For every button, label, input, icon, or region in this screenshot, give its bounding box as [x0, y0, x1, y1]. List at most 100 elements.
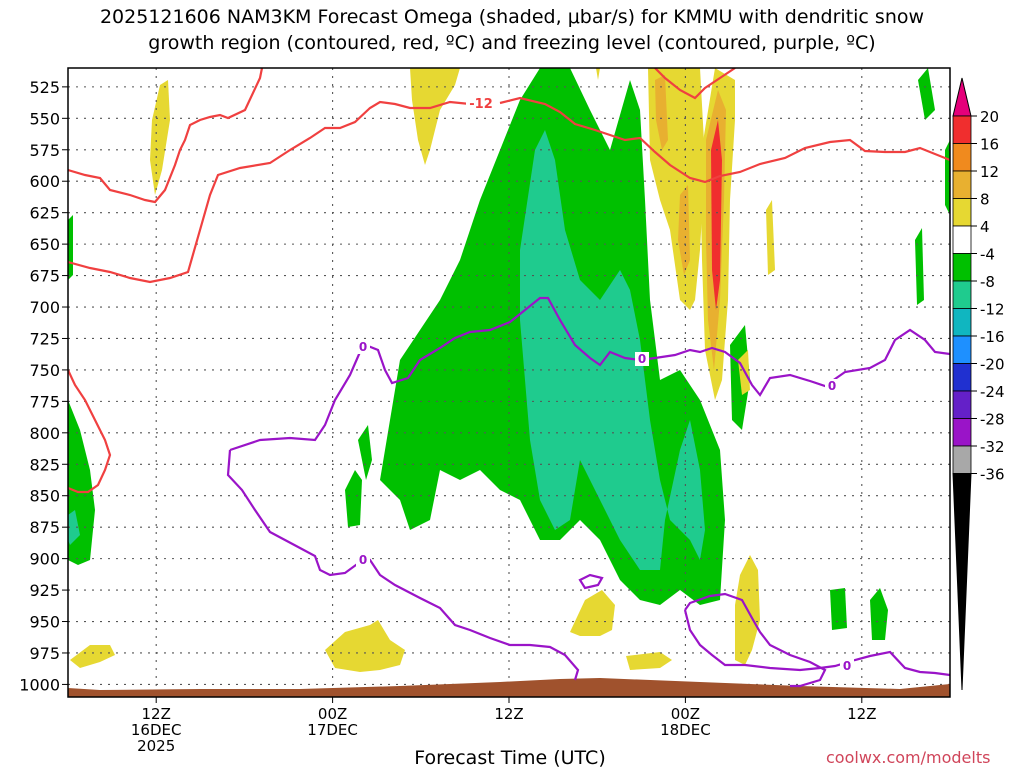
dendritic-contour-upper	[68, 68, 264, 204]
shade-subsidence-red	[711, 120, 722, 310]
colorbar-label: 20	[980, 108, 999, 126]
y-tick-label: 725	[29, 329, 60, 348]
y-tick-label: 750	[29, 361, 60, 380]
colorbar-label: 8	[980, 191, 990, 209]
freezing-label-3: 0	[828, 379, 836, 393]
y-tick-label: 675	[29, 267, 60, 286]
colorbar-bin	[952, 170, 972, 199]
colorbar-bin	[952, 445, 972, 474]
y-tick-label: 825	[29, 455, 60, 474]
colorbar-bin	[952, 198, 972, 227]
x-tick-label: 00Z	[671, 705, 700, 723]
colorbar-bin	[952, 253, 972, 282]
dendritic-contour-lower	[68, 100, 471, 284]
shade-sub-10	[70, 645, 115, 668]
shade-sub-2	[150, 80, 170, 195]
y-tick-label: 525	[29, 78, 60, 97]
x-tick-label: 12Z	[847, 705, 876, 723]
y-tick-label: 950	[29, 613, 60, 632]
x-tick-label: 18DEC	[660, 721, 711, 739]
x-tick-label: 16DEC	[131, 721, 182, 739]
shade-core-main	[520, 130, 705, 570]
y-tick-label: 900	[29, 550, 60, 569]
chart-title-line-1: 2025121606 NAM3KM Forecast Omega (shaded…	[99, 6, 925, 28]
x-tick-label: 12Z	[494, 705, 523, 723]
y-tick-label: 625	[29, 204, 60, 223]
freezing-label-5: 0	[843, 659, 851, 673]
x-tick-label: 12Z	[142, 705, 171, 723]
y-tick-label: 700	[29, 298, 60, 317]
y-axis: 525 550 575 600 625 650 675 700 725 750 775 800 825 8…	[19, 78, 68, 694]
terrain-strip	[68, 678, 950, 697]
shade-ascent-core	[68, 130, 705, 570]
y-tick-label: 1000	[19, 675, 60, 694]
shade-region-right-3	[918, 68, 935, 120]
freezing-label-2: 0	[638, 352, 646, 366]
colorbar-top-arrow	[952, 77, 972, 117]
dendritic-label: -12	[469, 97, 493, 112]
colorbar-label: -16	[980, 328, 1005, 346]
shade-region-small-2	[358, 425, 372, 480]
freezing-label-1: 0	[359, 340, 367, 354]
y-tick-label: 925	[29, 581, 60, 600]
shade-sub-o1	[655, 75, 668, 150]
credit-text[interactable]: coolwx.com/modelts	[826, 748, 991, 767]
shade-sub-o2	[678, 185, 690, 275]
freezing-contour-lower	[226, 449, 580, 681]
y-tick-label: 875	[29, 518, 60, 537]
shade-sub-5	[766, 200, 775, 275]
colorbar-bin	[952, 115, 972, 144]
shade-sub-r1	[711, 120, 722, 310]
colorbar-label: -12	[980, 301, 1005, 319]
y-tick-label: 775	[29, 392, 60, 411]
shade-core-left	[68, 510, 80, 545]
y-tick-label: 650	[29, 235, 60, 254]
colorbar-label: -24	[980, 383, 1005, 401]
shade-sub-1	[410, 68, 460, 165]
colorbar-bin	[952, 143, 972, 172]
x-tick-label: 2025	[137, 737, 175, 755]
colorbar-bin	[952, 225, 972, 254]
shade-sub-9	[325, 620, 405, 672]
colorbar-label: -32	[980, 438, 1005, 456]
x-axis-label: Forecast Time (UTC)	[414, 747, 606, 769]
dendritic-contour-upper-right	[499, 96, 950, 184]
shade-region-small-1	[345, 470, 362, 527]
y-tick-label: 850	[29, 487, 60, 506]
x-tick-label: 00Z	[318, 705, 347, 723]
y-tick-label: 600	[29, 172, 60, 191]
colorbar-label: 12	[980, 163, 999, 181]
colorbar-label: -4	[980, 246, 995, 264]
colorbar-label: -8	[980, 273, 995, 291]
shade-sub-8	[570, 590, 615, 636]
colorbar-label: -20	[980, 356, 1005, 374]
contour-labels: -12 0 0 0 0 0	[356, 96, 854, 673]
x-tick-label: 17DEC	[307, 721, 358, 739]
shade-region-right-5	[870, 588, 888, 640]
colorbar-bin	[952, 280, 972, 309]
shade-sub-12	[596, 68, 600, 80]
y-tick-label: 575	[29, 141, 60, 160]
colorbar-bin	[952, 363, 972, 392]
y-tick-label: 800	[29, 424, 60, 443]
freezing-label-4: 0	[359, 553, 367, 567]
dendritic-contour-upper-right-2	[654, 68, 736, 100]
colorbar-label: 16	[980, 136, 999, 154]
y-tick-label: 550	[29, 109, 60, 128]
colorbar-bin	[952, 418, 972, 447]
colorbar-label: 4	[980, 218, 990, 236]
dendritic-contours	[68, 68, 950, 494]
y-tick-label: 975	[29, 644, 60, 663]
shade-region-right-4	[830, 588, 847, 630]
shade-region-right-2	[915, 228, 924, 305]
freezing-contour-right-2	[683, 609, 950, 677]
colorbar-label: -28	[980, 411, 1005, 429]
freezing-contour-loop	[578, 573, 604, 590]
dendritic-contour-left	[68, 369, 112, 494]
colorbar-bottom-arrow	[952, 473, 972, 691]
freezing-contour-right	[684, 592, 827, 688]
colorbar-bin	[952, 308, 972, 337]
colorbar-label: -36	[980, 466, 1005, 484]
